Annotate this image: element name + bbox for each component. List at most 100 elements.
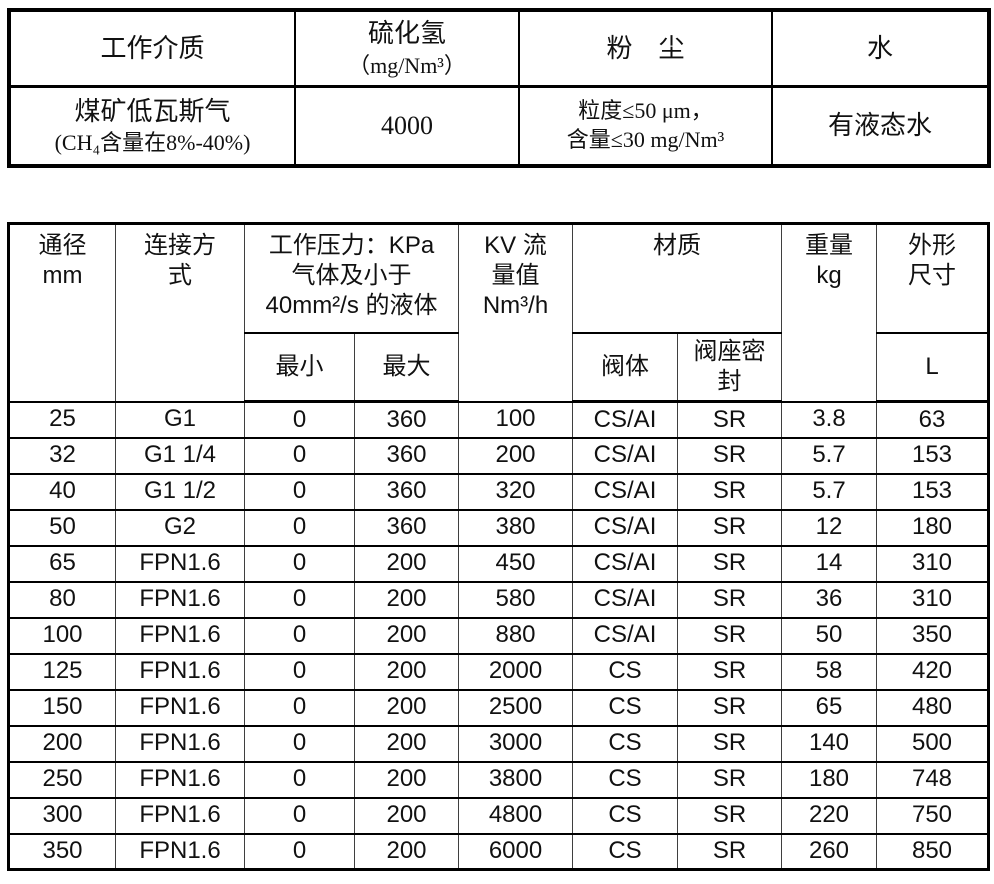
spec-cell: CS/AI bbox=[572, 508, 679, 547]
spec-cell: G2 bbox=[115, 508, 245, 547]
media-header-water: 水 bbox=[771, 8, 990, 88]
spec-header-row-1: 通径 mm 连接方 式 工作压力：KPa 气体及小于 40mm²/s 的液体 K… bbox=[8, 222, 990, 403]
media-header-medium: 工作介质 bbox=[8, 8, 296, 88]
spec-row: 125 FPN1.6 0 200 2000 CS SR 58 420 bbox=[8, 652, 990, 691]
spec-cell: CS bbox=[572, 652, 679, 691]
spec-header-material-body: 阀体 bbox=[572, 331, 679, 403]
spec-cell: 0 bbox=[244, 760, 355, 799]
spec-cell: CS bbox=[572, 688, 679, 727]
spec-cell: 125 bbox=[8, 652, 116, 691]
spec-header-connection: 连接方 式 bbox=[115, 222, 245, 403]
spec-cell: 180 bbox=[781, 760, 878, 799]
spec-header-dn: 通径 mm bbox=[8, 222, 116, 403]
spec-cell: SR bbox=[677, 760, 783, 799]
spec-cell: 250 bbox=[8, 760, 116, 799]
media-header-dust: 粉 尘 bbox=[518, 8, 773, 88]
spec-cell: 65 bbox=[781, 688, 878, 727]
spec-cell: 200 bbox=[353, 796, 460, 835]
spec-cell: 140 bbox=[781, 724, 878, 763]
spec-cell: CS bbox=[572, 760, 679, 799]
spec-cell: SR bbox=[677, 616, 783, 655]
spec-table-body: 25 G1 0 360 100 CS/AI SR 3.8 63 32 G1 1/4 0 360 200 CS… bbox=[8, 400, 990, 871]
spec-cell: 2500 bbox=[458, 688, 574, 727]
spec-cell: 360 bbox=[353, 436, 460, 475]
spec-cell: 2000 bbox=[458, 652, 574, 691]
spec-row: 350 FPN1.6 0 200 6000 CS SR 260 850 bbox=[8, 832, 990, 871]
spec-row: 50 G2 0 360 380 CS/AI SR 12 180 bbox=[8, 508, 990, 547]
spec-row: 25 G1 0 360 100 CS/AI SR 3.8 63 bbox=[8, 400, 990, 439]
spec-header-kv: KV 流 量值 Nm³/h bbox=[458, 222, 574, 403]
spec-cell: 480 bbox=[876, 688, 990, 727]
spec-cell: G1 1/4 bbox=[115, 436, 245, 475]
media-header-h2s-label: 硫化氢 bbox=[367, 19, 446, 49]
spec-cell: FPN1.6 bbox=[115, 796, 245, 835]
spec-cell: 360 bbox=[353, 508, 460, 547]
spec-cell: 153 bbox=[876, 472, 990, 511]
spec-cell: 58 bbox=[781, 652, 878, 691]
spec-header-dimensions: 外形 尺寸 bbox=[876, 222, 990, 334]
spec-cell: G1 bbox=[115, 400, 245, 439]
spec-cell: 0 bbox=[244, 688, 355, 727]
spec-cell: 150 bbox=[8, 688, 116, 727]
spec-cell: 32 bbox=[8, 436, 116, 475]
spec-cell: 100 bbox=[458, 400, 574, 439]
spec-cell: FPN1.6 bbox=[115, 652, 245, 691]
spec-row: 80 FPN1.6 0 200 580 CS/AI SR 36 310 bbox=[8, 580, 990, 619]
spec-cell: 0 bbox=[244, 724, 355, 763]
spec-cell: SR bbox=[677, 400, 783, 439]
spec-cell: G1 1/2 bbox=[115, 472, 245, 511]
spec-cell: 100 bbox=[8, 616, 116, 655]
spec-row: 40 G1 1/2 0 360 320 CS/AI SR 5.7 153 bbox=[8, 472, 990, 511]
media-header-medium-label: 工作介质 bbox=[100, 33, 205, 63]
spec-cell: 350 bbox=[8, 832, 116, 871]
spec-row: 300 FPN1.6 0 200 4800 CS SR 220 750 bbox=[8, 796, 990, 835]
media-value-dust: 粒度≤50 μm， 含量≤30 mg/Nm³ bbox=[518, 84, 773, 168]
media-h2s-value: 4000 bbox=[381, 111, 433, 141]
spec-cell: 500 bbox=[876, 724, 990, 763]
media-header-dust-label: 粉 尘 bbox=[606, 33, 685, 63]
spec-cell: SR bbox=[677, 544, 783, 583]
media-water-value: 有液态水 bbox=[827, 111, 932, 141]
spec-cell: 6000 bbox=[458, 832, 574, 871]
spec-cell: 153 bbox=[876, 436, 990, 475]
media-dust-line1: 粒度≤50 μm， bbox=[578, 98, 713, 124]
spec-header-material: 材质 bbox=[572, 222, 783, 334]
spec-header-row-2: 最小 最大 阀体 阀座密 封 L bbox=[9, 331, 990, 403]
spec-cell: 5.7 bbox=[781, 472, 878, 511]
spec-cell: 200 bbox=[458, 436, 574, 475]
spec-cell: 3800 bbox=[458, 760, 574, 799]
spec-cell: 50 bbox=[781, 616, 878, 655]
spec-cell: 0 bbox=[244, 796, 355, 835]
spec-cell: 200 bbox=[353, 580, 460, 619]
spec-cell: FPN1.6 bbox=[115, 724, 245, 763]
spec-row: 150 FPN1.6 0 200 2500 CS SR 65 480 bbox=[8, 688, 990, 727]
spec-cell: 310 bbox=[876, 544, 990, 583]
spec-cell: 260 bbox=[781, 832, 878, 871]
spec-row: 100 FPN1.6 0 200 880 CS/AI SR 50 350 bbox=[8, 616, 990, 655]
spec-cell: FPN1.6 bbox=[115, 580, 245, 619]
spec-cell: 0 bbox=[244, 472, 355, 511]
spec-header-weight: 重量 kg bbox=[781, 222, 878, 403]
spec-cell: SR bbox=[677, 724, 783, 763]
spec-cell: CS/AI bbox=[572, 616, 679, 655]
media-conditions-table: 工作介质 硫化氢 （mg/Nm³） 粉 尘 水 煤矿低瓦斯气 (CH₄含量在8%… bbox=[7, 8, 991, 168]
spec-cell: 0 bbox=[244, 508, 355, 547]
spec-cell: 320 bbox=[458, 472, 574, 511]
spec-cell: 0 bbox=[244, 400, 355, 439]
spec-cell: 748 bbox=[876, 760, 990, 799]
spec-cell: 0 bbox=[244, 436, 355, 475]
media-value-row: 煤矿低瓦斯气 (CH₄含量在8%-40%) 4000 粒度≤50 μm， 含量≤… bbox=[8, 84, 990, 168]
spec-cell: 200 bbox=[353, 724, 460, 763]
spec-cell: FPN1.6 bbox=[115, 544, 245, 583]
spec-cell: SR bbox=[677, 688, 783, 727]
spec-cell: 200 bbox=[353, 616, 460, 655]
spec-cell: 36 bbox=[781, 580, 878, 619]
spec-cell: 0 bbox=[244, 832, 355, 871]
spec-cell: 420 bbox=[876, 652, 990, 691]
spec-cell: CS bbox=[572, 832, 679, 871]
spec-row: 200 FPN1.6 0 200 3000 CS SR 140 500 bbox=[8, 724, 990, 763]
spec-cell: 200 bbox=[8, 724, 116, 763]
media-value-h2s: 4000 bbox=[294, 84, 520, 168]
spec-cell: 300 bbox=[8, 796, 116, 835]
